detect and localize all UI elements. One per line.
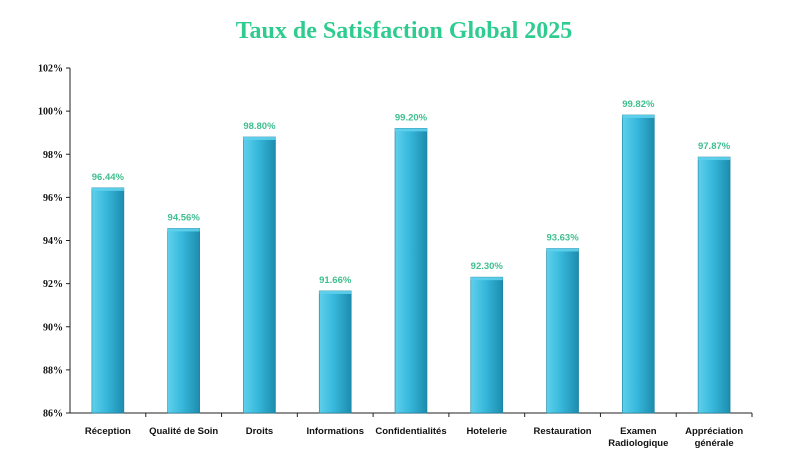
y-tick-label: 102% xyxy=(38,64,63,75)
bar xyxy=(470,276,504,414)
x-tick-label-line: Informations xyxy=(306,426,364,437)
data-label: 99.82% xyxy=(622,99,655,110)
x-tick-label: Qualité de Soin xyxy=(149,426,218,437)
x-tick-label: Restauration xyxy=(534,426,592,437)
bar-group: 94.56% xyxy=(167,212,201,414)
bar-top-highlight xyxy=(319,290,352,294)
bar xyxy=(91,187,125,414)
x-tick-label-line: Examen xyxy=(620,426,657,437)
bar-top-highlight xyxy=(243,137,276,140)
data-label: 99.20% xyxy=(395,112,428,123)
bar-top-highlight xyxy=(167,228,200,232)
bar xyxy=(167,228,200,414)
x-tick-label-line: Droits xyxy=(246,426,273,437)
bar-top-highlight xyxy=(698,157,731,161)
bar xyxy=(697,156,731,414)
data-label: 92.30% xyxy=(471,261,504,272)
data-label: 91.66% xyxy=(319,275,352,286)
bar-group: 92.30% xyxy=(470,261,504,414)
bar-top-highlight xyxy=(91,187,124,191)
data-label: 97.87% xyxy=(698,141,731,152)
bar-group: 91.66% xyxy=(318,275,352,414)
x-tick-label: Informations xyxy=(306,426,364,437)
x-tick-label-line: Restauration xyxy=(534,426,592,437)
bar-group: 96.44% xyxy=(91,172,125,414)
bar-top-highlight xyxy=(546,248,579,252)
bar-top-highlight xyxy=(395,128,427,132)
bar-group: 99.20% xyxy=(394,112,428,414)
data-label: 93.63% xyxy=(546,232,579,243)
bar xyxy=(622,114,655,414)
y-tick-label: 92% xyxy=(43,279,63,290)
y-tick-label: 100% xyxy=(38,107,63,118)
chart-title: Taux de Satisfaction Global 2025 xyxy=(236,18,573,44)
x-tick-label: Confidentialités xyxy=(375,426,446,437)
data-label: 96.44% xyxy=(92,172,125,183)
bar-group: 93.63% xyxy=(546,232,579,414)
data-label: 98.80% xyxy=(243,121,276,132)
y-tick-label: 88% xyxy=(43,365,63,376)
x-tick-label: Hotelerie xyxy=(466,426,507,437)
x-tick-label: Appréciation générale xyxy=(685,426,743,449)
plot-area: 86% 88% 90% 92% 94% 96% 98% 100% 102% 96.44% Récep… xyxy=(38,64,753,449)
bar-top-highlight xyxy=(470,277,503,281)
bar xyxy=(318,290,352,414)
x-tick-label-line: Réception xyxy=(85,426,131,437)
x-tick-label: Droits xyxy=(246,426,273,437)
x-tick-label-line: Radiologique xyxy=(608,438,668,449)
x-tick-label-line: Qualité de Soin xyxy=(149,426,218,437)
y-tick-label: 86% xyxy=(43,409,63,420)
data-label: 94.56% xyxy=(168,212,201,223)
bar-top-highlight xyxy=(622,115,655,119)
bar xyxy=(546,248,579,414)
y-tick-label: 98% xyxy=(43,150,63,161)
bar xyxy=(394,128,428,414)
bar-group: 99.82% xyxy=(622,99,655,414)
x-tick-label-line: générale xyxy=(695,438,734,449)
y-tick-label: 96% xyxy=(43,193,63,204)
bar xyxy=(243,136,276,414)
x-tick-label-line: Appréciation xyxy=(685,426,743,437)
x-tick-label: Réception xyxy=(85,426,131,437)
x-tick-label-line: Confidentialités xyxy=(375,426,446,437)
y-tick-label: 94% xyxy=(43,236,63,247)
bar-group: 98.80% xyxy=(243,121,276,414)
x-tick-label: Examen Radiologique xyxy=(608,426,668,449)
y-tick-label: 90% xyxy=(43,322,63,333)
bar-group: 97.87% xyxy=(697,141,731,414)
x-tick-label-line: Hotelerie xyxy=(466,426,507,437)
